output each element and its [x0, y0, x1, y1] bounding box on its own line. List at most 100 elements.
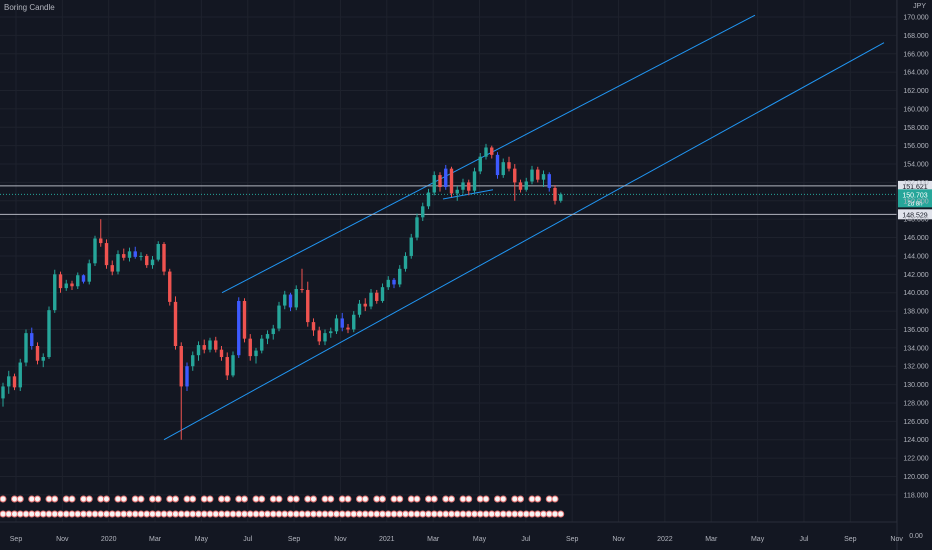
- marker-bottom: [321, 510, 329, 518]
- marker-bottom: [160, 510, 168, 518]
- marker-bottom: [304, 510, 312, 518]
- time-axis[interactable]: Sep Nov 2020 Mar May Jul Sep Nov 2021 Mar May Jul Se…: [0, 521, 903, 543]
- marker-top: [275, 495, 283, 503]
- marker-bottom: [28, 510, 36, 518]
- marker-bottom: [545, 510, 553, 518]
- marker-top: [269, 495, 277, 503]
- marker-bottom: [258, 510, 266, 518]
- candle-body: [139, 255, 143, 257]
- candle-body: [196, 345, 201, 356]
- y-tick-label: 136.000: [903, 327, 928, 334]
- marker-top: [183, 495, 191, 503]
- marker-top: [413, 495, 421, 503]
- marker-bottom: [557, 510, 565, 518]
- marker-bottom: [540, 510, 547, 518]
- candle-body: [191, 355, 195, 367]
- y-tick-label: 132.000: [903, 364, 928, 371]
- marker-bottom: [528, 510, 536, 518]
- candle-body: [76, 275, 80, 287]
- marker-bottom: [379, 510, 386, 518]
- marker-bottom: [407, 510, 415, 518]
- x-tick-label: Sep: [288, 536, 301, 543]
- channel-lower-line[interactable]: [163, 42, 885, 441]
- candle-body: [35, 346, 40, 361]
- marker-top: [459, 495, 467, 503]
- marker-bottom: [465, 510, 473, 518]
- candle-body: [467, 182, 471, 191]
- horizontal-levels[interactable]: 151.621 148.529 150.703 2d 8h: [0, 180, 932, 220]
- price-axis[interactable]: 170.000 168.000 166.000 164.000 162.000 160.0…: [896, 0, 929, 550]
- candle-body: [1, 386, 5, 399]
- candle-body: [156, 243, 160, 260]
- candle-body: [541, 174, 546, 180]
- marker-bottom: [333, 510, 340, 518]
- marker-top: [120, 495, 128, 503]
- marker-bottom: [0, 510, 7, 518]
- marker-top: [465, 495, 473, 503]
- y-tick-label: 154.000: [903, 162, 928, 169]
- marker-bottom: [327, 510, 335, 518]
- candle-body: [559, 194, 563, 201]
- x-tick-label: Jul: [799, 536, 808, 543]
- marker-bottom: [499, 510, 507, 518]
- marker-bottom: [34, 510, 41, 518]
- y-tick-label: 146.000: [903, 235, 928, 242]
- marker-top: [292, 495, 300, 503]
- signal-markers: [0, 495, 565, 518]
- candle-body: [70, 283, 74, 287]
- marker-bottom: [425, 510, 432, 518]
- marker-bottom: [402, 510, 409, 518]
- x-tick-label: Mar: [149, 536, 162, 543]
- marker-bottom: [177, 510, 185, 518]
- marker-bottom: [85, 510, 93, 518]
- candle-body: [99, 238, 103, 244]
- marker-bottom: [494, 510, 501, 518]
- marker-bottom: [149, 510, 156, 518]
- candle-body: [530, 169, 534, 182]
- marker-top: [344, 495, 352, 503]
- candle-body: [507, 162, 511, 169]
- current-price-badge: [898, 189, 932, 208]
- grid-lines: [0, 0, 898, 522]
- marker-top: [338, 495, 346, 503]
- y-tick-label: 130.000: [903, 382, 928, 389]
- candle-body: [484, 147, 488, 157]
- x-tick-label: Jul: [243, 536, 252, 543]
- candle-body: [93, 238, 97, 264]
- channel-upper-line[interactable]: [221, 14, 756, 294]
- candle-series: [1, 143, 563, 440]
- y-tick-label: 150.000: [903, 198, 928, 205]
- candle-body: [478, 156, 482, 172]
- marker-bottom: [505, 510, 513, 518]
- candle-body: [421, 206, 425, 218]
- marker-bottom: [310, 510, 317, 518]
- marker-top: [114, 495, 122, 503]
- candle-body: [127, 251, 132, 258]
- marker-bottom: [419, 510, 427, 518]
- candle-body: [323, 333, 327, 342]
- candle-body: [553, 187, 557, 201]
- marker-top: [85, 495, 93, 503]
- candle-body: [104, 243, 109, 266]
- y-tick-label: 134.000: [903, 345, 928, 352]
- marker-top: [172, 495, 179, 503]
- y-tick-label: 168.000: [903, 33, 928, 40]
- marker-bottom: [448, 510, 455, 518]
- candle-body: [334, 318, 339, 332]
- y-tick-label: 142.000: [903, 272, 928, 279]
- candle-body: [150, 259, 155, 266]
- candle-body: [231, 355, 235, 376]
- candle-body: [208, 340, 212, 350]
- marker-bottom: [551, 510, 559, 518]
- candle-body: [513, 168, 517, 183]
- candle-body: [24, 333, 28, 363]
- marker-bottom: [206, 510, 214, 518]
- y-tick-label: 122.000: [903, 456, 928, 463]
- bar-countdown-label: 2d 8h: [907, 201, 922, 207]
- y-tick-label: 126.000: [903, 419, 928, 426]
- marker-bottom: [373, 510, 381, 518]
- marker-top: [28, 495, 36, 503]
- candle-body: [53, 274, 57, 311]
